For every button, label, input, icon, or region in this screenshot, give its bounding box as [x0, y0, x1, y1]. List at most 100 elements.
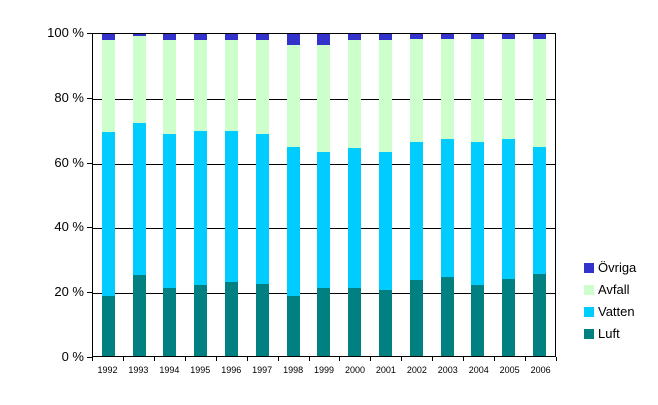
bar-segment-vatten-1995	[194, 130, 208, 286]
x-axis-tick-label: 2005	[499, 365, 520, 375]
x-axis-tick	[556, 357, 557, 361]
bar-segment-luft-1996	[225, 281, 239, 356]
x-axis-tick	[92, 357, 93, 361]
bar-segment-avfall-2002	[409, 38, 423, 142]
bar-slot-2001	[370, 34, 401, 356]
bar-2001	[379, 34, 393, 356]
bar-segment-avfall-1994	[163, 40, 177, 134]
bar-slot-2000	[339, 34, 370, 356]
bar-segment-luft-2000	[348, 288, 362, 356]
legend-item-ovriga: Övriga	[584, 261, 636, 275]
bar-segment-vatten-1993	[132, 122, 146, 276]
x-axis-tick-label: 2000	[344, 365, 365, 375]
legend-item-avfall: Avfall	[584, 283, 636, 297]
bar-segment-ovriga-2004	[471, 34, 485, 39]
bar-segment-luft-2002	[409, 280, 423, 356]
bar-segment-luft-2005	[502, 278, 516, 356]
bar-segment-avfall-1999	[317, 45, 331, 152]
bar-slot-2004	[463, 34, 494, 356]
legend-item-label: Avfall	[598, 282, 630, 297]
bar-segment-ovriga-1997	[255, 34, 269, 41]
bar-2002	[409, 34, 423, 356]
x-axis-tick-label: 2006	[530, 365, 551, 375]
legend-swatch-luft-icon	[584, 329, 594, 339]
bar-segment-vatten-1998	[286, 146, 300, 297]
y-axis-tick-label: 0 %	[61, 349, 84, 364]
bar-segment-luft-2004	[471, 285, 485, 356]
bar-segment-ovriga-1994	[163, 34, 177, 41]
bar-segment-vatten-2006	[533, 146, 547, 274]
y-axis-tick-label: 20 %	[54, 284, 84, 300]
x-axis-tick	[339, 357, 340, 361]
bar-slot-1992	[93, 34, 124, 356]
bar-1995	[194, 34, 208, 356]
legend-item-label: Luft	[598, 326, 620, 341]
legend: Övriga Avfall Vatten Luft	[584, 261, 636, 341]
x-axis-tick	[154, 357, 155, 361]
bar-segment-avfall-2000	[348, 40, 362, 149]
bar-segment-vatten-2004	[471, 141, 485, 286]
bar-segment-luft-2001	[379, 289, 393, 356]
bar-slot-1996	[216, 34, 247, 356]
bar-segment-vatten-2000	[348, 148, 362, 289]
y-axis-tick	[87, 292, 93, 294]
bar-segment-ovriga-1995	[194, 34, 208, 41]
x-axis-tick-label: 1997	[252, 365, 273, 375]
bar-segment-avfall-2006	[533, 38, 547, 147]
x-axis-tick	[525, 357, 526, 361]
bar-segment-vatten-2002	[409, 141, 423, 281]
bar-segment-ovriga-1999	[317, 34, 331, 46]
bars-container	[93, 34, 555, 356]
bar-segment-avfall-2004	[471, 38, 485, 142]
bar-segment-avfall-1996	[225, 40, 239, 131]
bar-segment-luft-1999	[317, 288, 331, 356]
bar-segment-vatten-1996	[225, 130, 239, 282]
x-axis-tick-label: 1995	[190, 365, 211, 375]
bar-slot-1998	[278, 34, 309, 356]
bar-1997	[255, 34, 269, 356]
bar-slot-2005	[493, 34, 524, 356]
bar-2000	[348, 34, 362, 356]
bar-segment-avfall-1993	[132, 35, 146, 123]
x-axis-tick-label: 1993	[128, 365, 149, 375]
bar-1998	[286, 34, 300, 356]
bar-segment-ovriga-1992	[101, 34, 115, 41]
bar-segment-luft-1998	[286, 296, 300, 356]
legend-swatch-avfall-icon	[584, 285, 594, 295]
bar-segment-luft-1994	[163, 288, 177, 356]
bar-2006	[533, 34, 547, 356]
bar-segment-avfall-1992	[101, 40, 115, 133]
x-axis: 1992 1993 1994 1995 1996 1997 1998 1999 2000 2001…	[92, 365, 556, 376]
bar-1992	[101, 34, 115, 356]
bar-segment-avfall-2001	[379, 40, 393, 152]
bar-segment-vatten-1997	[255, 133, 269, 284]
bar-segment-vatten-1999	[317, 151, 331, 289]
x-axis-tick	[216, 357, 217, 361]
x-axis-tick	[401, 357, 402, 361]
y-axis-tick	[87, 33, 93, 34]
bar-2003	[440, 34, 454, 356]
bar-slot-2006	[524, 34, 555, 356]
bar-1993	[132, 34, 146, 356]
x-axis-tick-label: 2002	[406, 365, 427, 375]
x-axis-tick-label: 2004	[468, 365, 489, 375]
bar-segment-avfall-2005	[502, 38, 516, 139]
bar-segment-vatten-2003	[440, 138, 454, 278]
bar-1999	[317, 34, 331, 356]
legend-swatch-ovriga-icon	[584, 263, 594, 273]
x-axis-tick-label: 1996	[221, 365, 242, 375]
bar-segment-luft-2003	[440, 277, 454, 356]
bar-2004	[471, 34, 485, 356]
bar-slot-1995	[185, 34, 216, 356]
bar-slot-1997	[247, 34, 278, 356]
bar-segment-ovriga-1998	[286, 34, 300, 46]
bar-segment-ovriga-2003	[440, 34, 454, 39]
y-axis-tick	[87, 162, 93, 164]
y-axis-tick	[87, 227, 93, 229]
legend-item-label: Vatten	[598, 304, 635, 319]
y-axis-tick	[87, 97, 93, 99]
x-axis-tick-label: 1998	[283, 365, 304, 375]
y-axis-tick-label: 60 %	[54, 154, 84, 170]
y-axis-tick-label: 40 %	[54, 219, 84, 235]
bar-slot-1994	[155, 34, 186, 356]
